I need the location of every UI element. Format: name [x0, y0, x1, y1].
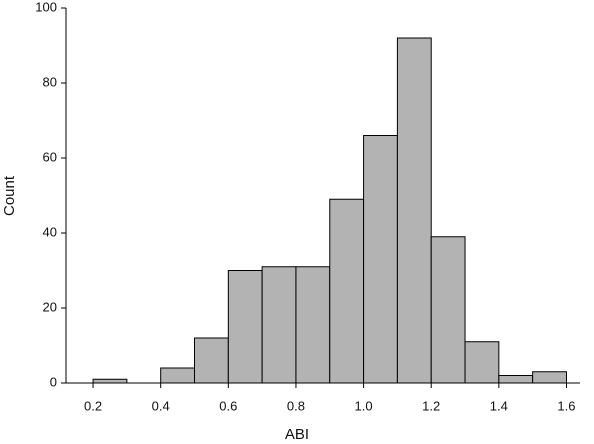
y-tick-label: 40 — [43, 224, 57, 239]
bar — [363, 135, 398, 384]
y-tick-label: 0 — [50, 374, 57, 389]
x-tick-label: 1.4 — [490, 398, 508, 413]
bar — [261, 266, 297, 384]
x-tick-label: 1.0 — [355, 398, 373, 413]
y-tick-label: 100 — [35, 0, 57, 14]
x-tick-label: 0.2 — [84, 398, 102, 413]
x-tick-label: 0.6 — [219, 398, 237, 413]
bar — [295, 266, 331, 384]
y-axis-title: Count — [1, 175, 18, 216]
x-tick-label: 0.8 — [287, 398, 305, 413]
bar — [92, 378, 128, 384]
bar — [430, 236, 466, 384]
y-tick-label: 60 — [43, 149, 57, 164]
bar — [227, 270, 263, 384]
bar — [532, 371, 567, 384]
bar — [464, 341, 500, 384]
y-tick-label: 80 — [43, 74, 57, 89]
bar — [160, 367, 195, 384]
x-tick-label: 1.6 — [557, 398, 575, 413]
x-tick-label: 0.4 — [152, 398, 170, 413]
bar — [329, 198, 365, 384]
bar — [396, 37, 432, 384]
x-tick-label: 1.2 — [422, 398, 440, 413]
bar — [194, 337, 229, 384]
y-tick-label: 20 — [43, 299, 57, 314]
x-axis-title: ABI — [285, 426, 309, 443]
bar — [498, 375, 534, 384]
